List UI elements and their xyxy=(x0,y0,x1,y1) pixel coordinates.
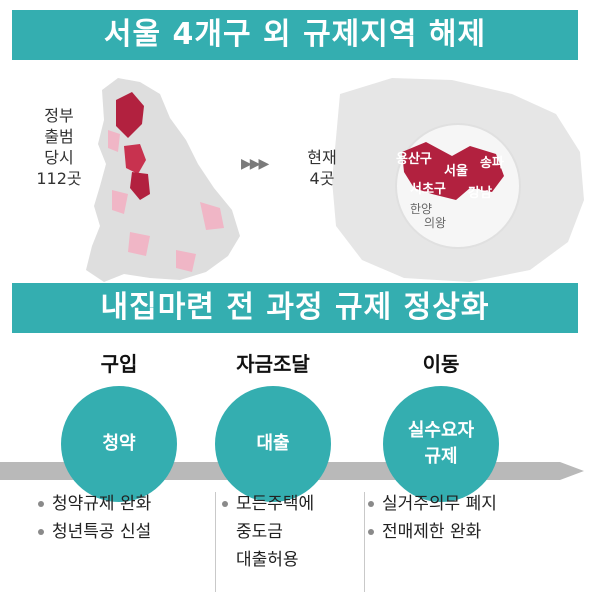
label-yongsan: 용산구 xyxy=(396,152,432,167)
bullets-financing: 모든주택에 중도금 대출허용 xyxy=(222,490,362,574)
bullet-dot-icon xyxy=(368,529,374,535)
bullet-dot-icon xyxy=(368,501,374,507)
korea-highlight-south xyxy=(130,172,150,200)
stage-circle-subscription: 청약 xyxy=(61,386,177,502)
label-seocho: 서초구 xyxy=(410,182,446,197)
label-uiwang: 의왕 xyxy=(424,216,447,230)
list-item: 청년특공 신설 xyxy=(38,518,208,546)
bullet-dot-icon xyxy=(38,501,44,507)
column-divider xyxy=(215,492,216,592)
korea-light-4 xyxy=(128,232,150,256)
stage-title-purchase: 구입 xyxy=(100,352,138,376)
list-item: 모든주택에 xyxy=(222,490,362,518)
column-divider xyxy=(364,492,365,592)
korea-light-2 xyxy=(112,190,128,214)
headline-banner: 서울 4개구 외 규제지역 해제 xyxy=(12,10,578,60)
stage-circle-loan: 대출 xyxy=(215,386,331,502)
current-count-label: 현재 4곳 xyxy=(307,148,337,188)
list-item: 전매제한 완화 xyxy=(368,518,578,546)
korea-light-5 xyxy=(176,250,196,272)
bullets-purchase: 청약규제 완화 청년특공 신설 xyxy=(38,490,208,546)
stage-title-move: 이동 xyxy=(422,352,460,376)
korea-map-before xyxy=(86,78,584,282)
stage-title-financing: 자금조달 xyxy=(236,352,310,376)
korea-light-1 xyxy=(108,130,120,152)
bullets-move: 실거주의무 폐지 전매제한 완화 xyxy=(368,490,578,546)
before-count-label: 정부 출범 당시 112곳 xyxy=(36,106,82,188)
list-item: 청약규제 완화 xyxy=(38,490,208,518)
map-area: 정부 출범 당시 112곳 ▶▶▶ 현재 4곳 용산구 서울 송파 서초구 강남… xyxy=(0,60,598,283)
label-gangnam: 강남 xyxy=(468,186,492,201)
bullet-dot-icon xyxy=(38,529,44,535)
list-item: 실거주의무 폐지 xyxy=(368,490,578,518)
korea-highlight-center xyxy=(124,144,146,174)
label-songpa: 송파 xyxy=(480,156,504,171)
label-seoul: 서울 xyxy=(444,164,468,179)
arrow-icons: ▶▶▶ xyxy=(241,156,269,172)
stage-circle-actual-demand: 실수요자 규제 xyxy=(383,386,499,502)
label-hanyang: 한양 xyxy=(410,202,433,216)
korea-light-3 xyxy=(200,202,224,230)
korea-highlight-north xyxy=(116,92,144,138)
subheadline-banner: 내집마련 전 과정 규제 정상화 xyxy=(12,283,578,333)
bullet-dot-icon xyxy=(222,501,228,507)
seoul-highlight xyxy=(402,142,504,200)
korea-landmass xyxy=(86,78,240,282)
subheadline: 내집마련 전 과정 규제 정상화 xyxy=(100,290,490,325)
headline: 서울 4개구 외 규제지역 해제 xyxy=(103,17,487,52)
